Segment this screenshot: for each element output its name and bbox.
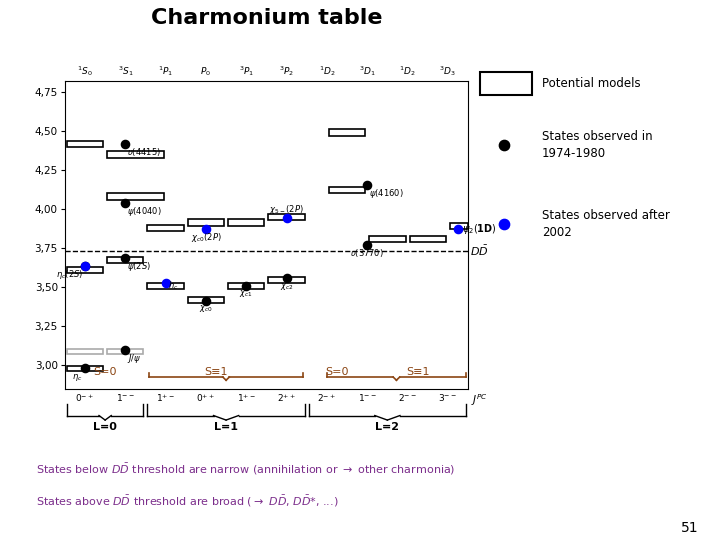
Bar: [369, 235, 405, 242]
Point: [120, 254, 131, 262]
Point: [120, 346, 131, 355]
Text: Potential models: Potential models: [541, 77, 640, 90]
Text: $\psi(4160)$: $\psi(4160)$: [369, 187, 404, 200]
Text: States below $D\bar{D}$ threshold are narrow (annihilation or $\rightarrow$ othe: States below $D\bar{D}$ threshold are na…: [36, 462, 456, 477]
Text: $\upsilon(3770)$: $\upsilon(3770)$: [350, 247, 384, 259]
Text: $^3P_1$: $^3P_1$: [238, 64, 254, 78]
Bar: [67, 141, 103, 147]
Text: $\psi_2$($\mathbf{1D}$): $\psi_2$($\mathbf{1D}$): [462, 222, 497, 237]
Text: $\chi_{5-}(2P)$: $\chi_{5-}(2P)$: [269, 203, 304, 216]
Bar: [107, 257, 143, 263]
Text: $\eta_c(2S)$: $\eta_c(2S)$: [55, 268, 83, 281]
Point: [281, 214, 292, 222]
Text: $0^{-+}$: $0^{-+}$: [76, 392, 94, 404]
Text: L=1: L=1: [214, 422, 238, 431]
Text: $^1D_2$: $^1D_2$: [318, 64, 336, 78]
Text: States observed in
1974-1980: States observed in 1974-1980: [541, 130, 652, 160]
Bar: [188, 219, 224, 226]
Point: [452, 225, 464, 233]
Text: $1^{--}$: $1^{--}$: [116, 392, 135, 403]
Text: $^1D_2$: $^1D_2$: [399, 64, 416, 78]
Text: $\psi(2S)$: $\psi(2S)$: [127, 260, 151, 273]
Text: $^3D_1$: $^3D_1$: [359, 64, 376, 78]
Text: $2^{-+}$: $2^{-+}$: [318, 392, 336, 404]
Text: $\chi_{c0}$: $\chi_{c0}$: [199, 303, 213, 314]
Bar: [329, 130, 365, 136]
Text: $J^{PC}$: $J^{PC}$: [471, 392, 488, 408]
Text: $1^{+-}$: $1^{+-}$: [156, 392, 175, 404]
Text: $J/\psi$: $J/\psi$: [127, 353, 142, 366]
Text: States above $D\bar{D}$ threshold are broad ($\rightarrow$ $D\bar{D}$, $D\bar{D}: States above $D\bar{D}$ threshold are br…: [36, 494, 338, 509]
Bar: [107, 349, 143, 354]
Bar: [480, 72, 532, 95]
Text: 51: 51: [681, 521, 698, 535]
Bar: [188, 298, 224, 303]
Text: S≡1: S≡1: [406, 367, 429, 376]
Bar: [269, 277, 305, 282]
Text: $\chi_{c0}(2P)$: $\chi_{c0}(2P)$: [191, 231, 221, 244]
Text: $\chi_{c1}$: $\chi_{c1}$: [240, 288, 253, 299]
Text: $^1P_1$: $^1P_1$: [158, 64, 174, 78]
Text: $h_c$: $h_c$: [168, 279, 178, 292]
Text: States observed after
2002: States observed after 2002: [541, 209, 670, 239]
Point: [200, 225, 212, 233]
Bar: [228, 219, 264, 226]
Text: $P_0$: $P_0$: [200, 65, 212, 78]
Point: [160, 279, 171, 288]
Text: $1^{+-}$: $1^{+-}$: [237, 392, 256, 404]
Text: Charmonium table: Charmonium table: [150, 8, 382, 28]
Text: $^3P_2$: $^3P_2$: [279, 64, 294, 78]
Point: [361, 181, 373, 190]
Text: $2^{++}$: $2^{++}$: [277, 392, 296, 404]
Text: $^3S_1$: $^3S_1$: [117, 64, 133, 78]
Text: $\chi_{c2}$: $\chi_{c2}$: [279, 280, 294, 292]
Text: $3^{--}$: $3^{--}$: [438, 392, 457, 403]
Bar: [228, 284, 264, 289]
Point: [361, 240, 373, 249]
Text: $\psi(4040)$: $\psi(4040)$: [127, 205, 162, 218]
Bar: [67, 267, 103, 273]
Point: [498, 220, 510, 228]
Text: $0^{++}$: $0^{++}$: [197, 392, 215, 404]
Text: S=0: S=0: [325, 367, 348, 376]
Point: [120, 140, 131, 149]
Bar: [450, 223, 468, 230]
Point: [281, 274, 292, 283]
Point: [498, 140, 510, 149]
Text: $\eta_c$: $\eta_c$: [73, 372, 83, 383]
Point: [79, 261, 91, 270]
Text: $1^{--}$: $1^{--}$: [358, 392, 377, 403]
Point: [120, 199, 131, 207]
Bar: [67, 349, 103, 354]
Text: S≡1: S≡1: [204, 367, 228, 376]
Text: L=2: L=2: [375, 422, 400, 431]
Bar: [148, 225, 184, 231]
Point: [79, 261, 91, 270]
Text: $^1S_0$: $^1S_0$: [77, 64, 93, 78]
Point: [79, 364, 91, 373]
Bar: [148, 284, 184, 289]
Bar: [107, 193, 163, 200]
Point: [200, 296, 212, 305]
Bar: [269, 214, 305, 220]
Bar: [410, 235, 446, 242]
Point: [240, 281, 252, 290]
Bar: [107, 151, 163, 158]
Text: S=0: S=0: [94, 367, 117, 376]
Bar: [67, 366, 103, 371]
Bar: [329, 187, 365, 193]
Text: $\upsilon(4415)$: $\upsilon(4415)$: [127, 146, 161, 158]
Text: L=0: L=0: [93, 422, 117, 431]
Text: $^3D_3$: $^3D_3$: [439, 64, 456, 78]
Text: $2^{--}$: $2^{--}$: [398, 392, 417, 403]
Text: $D\bar{D}$: $D\bar{D}$: [470, 244, 489, 259]
